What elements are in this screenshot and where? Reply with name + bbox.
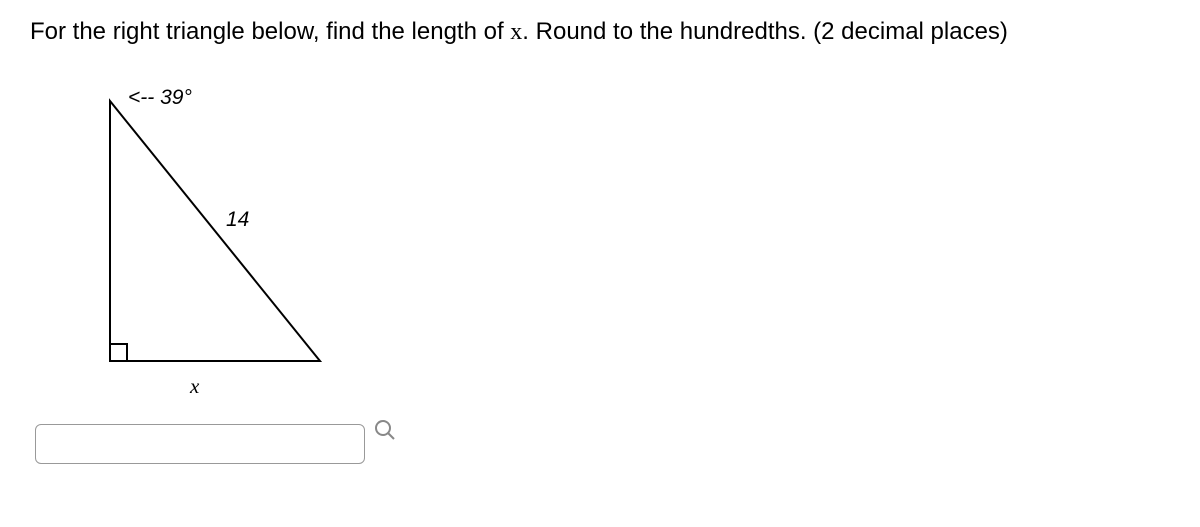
answer-input[interactable] bbox=[35, 424, 365, 464]
question-suffix: . Round to the hundredths. (2 decimal pl… bbox=[522, 18, 1008, 45]
triangle-shape bbox=[110, 101, 320, 361]
triangle-svg bbox=[80, 86, 380, 386]
right-angle-marker bbox=[110, 344, 127, 361]
angle-label: <-- 39° bbox=[128, 86, 192, 110]
triangle-diagram: <-- 39° 14 x bbox=[80, 86, 400, 426]
question-variable: x bbox=[510, 19, 522, 45]
question-prefix: For the right triangle below, find the l… bbox=[30, 18, 510, 45]
answer-row bbox=[35, 424, 1170, 464]
base-label: x bbox=[190, 374, 199, 399]
question-text: For the right triangle below, find the l… bbox=[30, 18, 1170, 46]
hypotenuse-label: 14 bbox=[226, 208, 249, 232]
search-icon[interactable] bbox=[373, 418, 397, 442]
